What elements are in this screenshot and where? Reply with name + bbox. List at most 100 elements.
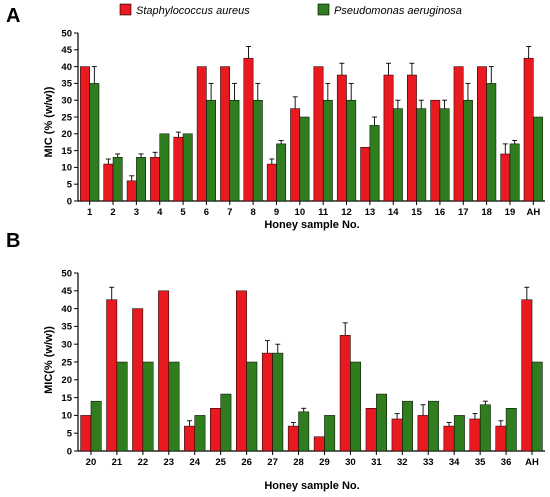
panel-b-x-tick-label: 32 <box>397 457 408 468</box>
panel-a-x-tick-label: 9 <box>274 207 279 218</box>
panel-b-y-tick-label: 25 <box>61 357 72 368</box>
panel-a-y-tick-label: 10 <box>61 163 72 174</box>
panel-a-bar-series-2 <box>346 99 357 202</box>
panel-b-y-tick-label: 35 <box>61 322 72 333</box>
panel-a-x-tick-label: 6 <box>204 207 209 218</box>
panel-b-x-tick-label: 23 <box>164 457 175 468</box>
panel-b-bar-series-1 <box>495 425 507 452</box>
panel-b-bar-series-1 <box>469 418 481 452</box>
panel-a-bar-series-1 <box>500 153 511 202</box>
panel-a-y-tick-label: 45 <box>61 45 72 56</box>
panel-b-x-tick-label: 33 <box>423 457 434 468</box>
panel-b-bar-series-2 <box>298 411 310 452</box>
panel-a-y-tick-label: 50 <box>61 28 72 39</box>
panel-b-x-tick-label: 27 <box>267 457 278 468</box>
panel-b-bar-series-1 <box>391 418 403 452</box>
panel-a-bar-series-2 <box>439 108 450 202</box>
panel-a-bar-series-1 <box>173 136 184 202</box>
panel-b-bar-series-2 <box>324 415 336 452</box>
panel-a-x-tick-label: 14 <box>388 207 399 218</box>
panel-a-x-tick-label: 4 <box>157 207 163 218</box>
panel-b-y-tick-label: 20 <box>61 375 72 386</box>
panel-a-x-tick-label: AH <box>526 207 540 218</box>
panel-a-letter: A <box>6 5 20 27</box>
panel-a-x-tick-label: 13 <box>365 207 376 218</box>
panel-b-bar-series-1 <box>417 415 429 452</box>
panel-a-bar-series-1 <box>313 66 324 202</box>
panel-a-bar-series-1 <box>336 74 347 202</box>
panel-a-x-tick-label: 19 <box>505 207 516 218</box>
panel-a-bar-series-1 <box>406 74 417 202</box>
panel-b-x-tick-label: 24 <box>189 457 200 468</box>
panel-a-bar-series-1 <box>523 57 534 202</box>
panel-b-y-tick-label: 50 <box>61 268 72 279</box>
legend-label-series-1: Staphylococcus aureus <box>136 5 250 17</box>
panel-a-bar-series-1 <box>477 66 487 202</box>
panel-b-bar-series-2 <box>531 361 543 452</box>
panel-b-bar-series-1 <box>521 299 533 452</box>
panel-b-bar-series-2 <box>116 361 128 452</box>
panel-a-y-tick-label: 20 <box>61 129 72 140</box>
panel-a-bar-series-2 <box>206 99 217 202</box>
panel-a-y-tick-label: 35 <box>61 79 72 90</box>
panel-a-bar-series-2 <box>229 99 240 202</box>
panel-b-bar-series-1 <box>210 408 221 452</box>
panel-a-x-tick-label: 12 <box>341 207 352 218</box>
panel-a-y-tick-label: 40 <box>61 62 72 73</box>
panel-b-x-tick-label: 34 <box>449 457 460 468</box>
panel-a-bar-series-2 <box>533 116 543 202</box>
panel-a-bar-series-2 <box>416 108 427 202</box>
panel-b-y-tick-label: 5 <box>67 429 73 440</box>
panel-b-bar-series-1 <box>106 299 118 452</box>
panel-b-bar-series-1 <box>132 308 144 452</box>
panel-a-y-tick-label: 0 <box>67 196 72 207</box>
panel-b-x-tick-label: 35 <box>475 457 486 468</box>
panel-a-bar-series-2 <box>159 133 170 202</box>
panel-b-letter: B <box>6 230 20 252</box>
panel-a-bar-series-2 <box>276 143 287 202</box>
panel-a-bar-series-1 <box>243 57 254 202</box>
panel-b-bar-series-1 <box>261 352 273 452</box>
legend-swatch-series-2 <box>317 3 330 16</box>
panel-b-y-tick-label: 10 <box>61 411 72 422</box>
legend-swatch-series-1 <box>119 3 132 16</box>
panel-b-x-tick-label: 30 <box>345 457 356 468</box>
panel-a-x-tick-label: 18 <box>481 207 492 218</box>
panel-a-bar-series-2 <box>322 99 333 202</box>
panel-a-bar-series-2 <box>252 99 263 202</box>
panel-b-bar-series-1 <box>158 290 170 452</box>
panel-b-plot-area: 0 5 10 15 20 25 30 35 40 45 50 20 21 22 23 24 25 26 27 28 29… <box>61 268 545 468</box>
panel-b-x-tick-label: 22 <box>138 457 149 468</box>
panel-a-bar-series-2 <box>89 83 100 202</box>
panel-a-bar-series-1 <box>290 108 301 202</box>
panel-a-x-tick-label: 8 <box>250 207 255 218</box>
panel-a-bar-series-2 <box>463 99 473 202</box>
panel-a-x-tick-label: 7 <box>227 207 232 218</box>
panel-b-y-axis-title: MIC(% (w/w)) <box>43 326 55 394</box>
panel-a-x-tick-label: 5 <box>180 207 186 218</box>
panel-b-y-tick-label: 0 <box>67 446 72 457</box>
panel-a-bar-series-2 <box>182 133 193 202</box>
panel-a-bar-series-1 <box>196 66 207 202</box>
legend-label-series-2: Pseudomonas aeruginosa <box>334 5 462 17</box>
panel-b-bar-series-2 <box>350 361 362 452</box>
panel-b-x-tick-label: 20 <box>86 457 97 468</box>
panel-a-x-tick-label: 1 <box>87 207 93 218</box>
panel-a-x-tick-label: 15 <box>411 207 422 218</box>
panel-b-bar-series-2 <box>428 400 439 452</box>
panel-b-bar-series-2 <box>142 361 154 452</box>
panel-a-x-tick-label: 3 <box>134 207 139 218</box>
panel-b-bar-series-1 <box>313 436 325 452</box>
panel-b-x-axis-title: Honey sample No. <box>264 480 359 492</box>
panel-b-x-tick-label: AH <box>525 457 539 468</box>
panel-b-x-tick-label: 36 <box>501 457 512 468</box>
panel-a-bar-series-2 <box>136 157 146 202</box>
panel-a: A MIC (% (w/w)) Honey sample No. 0510152… <box>6 5 545 231</box>
panel-b-bar-series-2 <box>505 408 517 452</box>
panel-a-bar-series-2 <box>486 83 497 202</box>
panel-b-x-tick-label: 21 <box>112 457 123 468</box>
panel-b-bar-series-2 <box>90 400 102 452</box>
panel-b-x-tick-label: 28 <box>293 457 304 468</box>
panel-b-bar-series-1 <box>236 290 247 452</box>
